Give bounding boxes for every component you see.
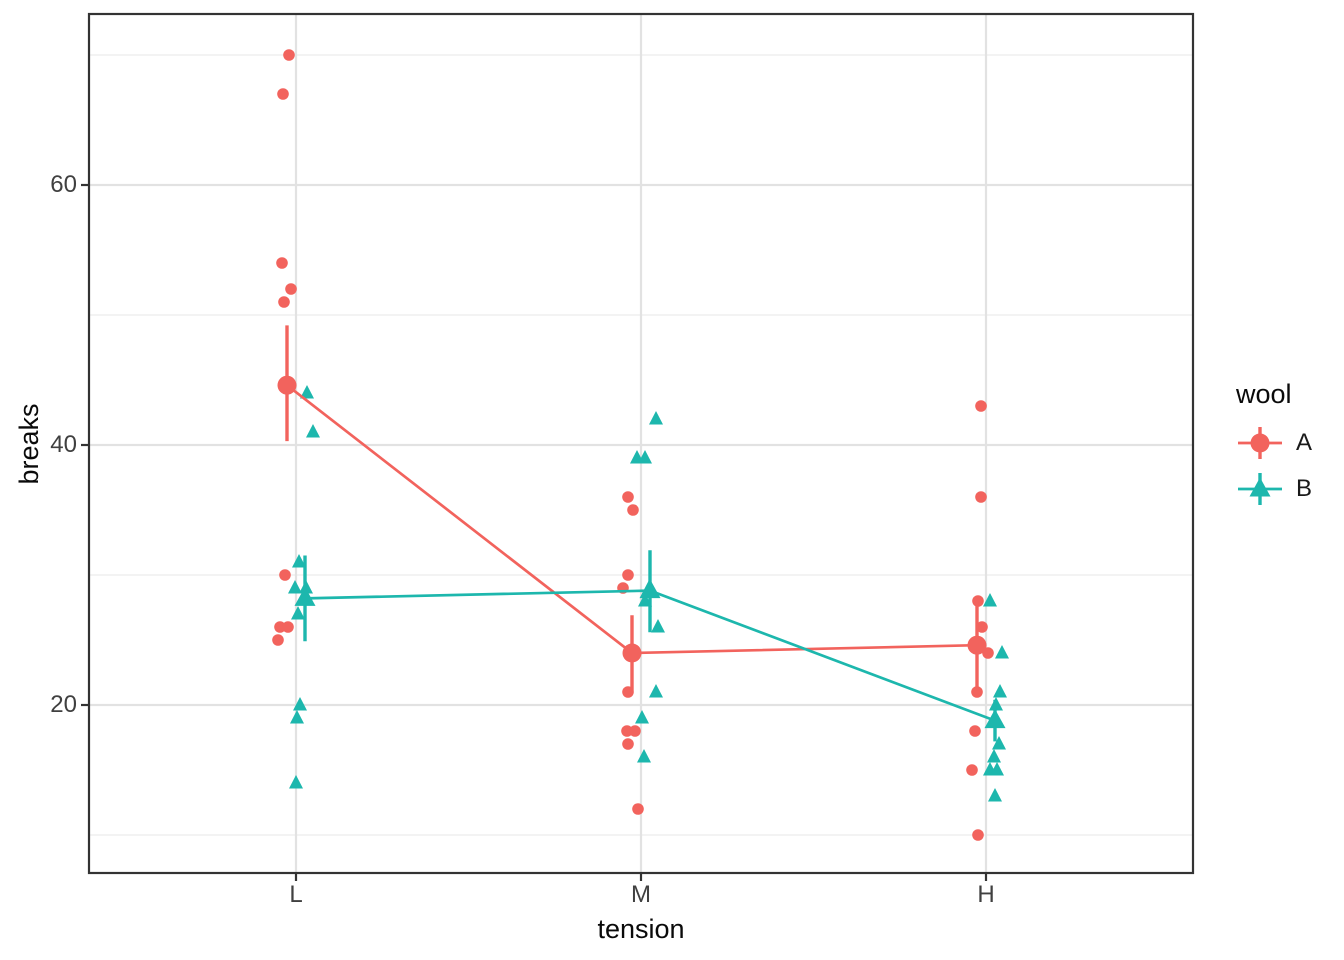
legend-item-b: B <box>1236 466 1312 512</box>
legend-label: B <box>1296 475 1313 502</box>
series-A-jitter-points <box>272 49 994 841</box>
y-axis-title: breaks <box>14 403 44 485</box>
x-axis-tick-label: L <box>289 881 303 908</box>
legend: wool A B <box>1236 378 1312 512</box>
y-axis-tick-label: 40 <box>50 431 77 458</box>
circle-marker-icon <box>1236 423 1284 463</box>
series-A-mean-line <box>286 384 978 655</box>
axis-ticks <box>81 183 988 881</box>
panel-border <box>87 12 1195 875</box>
series-B-jitter-points <box>288 385 1009 802</box>
y-axis-tick-label: 20 <box>50 691 77 718</box>
legend-title: wool <box>1236 379 1292 409</box>
y-axis-tick-label: 60 <box>50 171 77 198</box>
x-axis-tick-label: M <box>631 881 651 908</box>
series-A-pointrange <box>277 325 987 691</box>
legend-label: A <box>1296 429 1313 456</box>
x-axis-tick-label: H <box>977 881 995 908</box>
legend-item-a: A <box>1236 420 1312 466</box>
grid-major <box>89 14 1193 873</box>
triangle-marker-icon <box>1236 469 1284 509</box>
x-axis-title: tension <box>597 914 685 944</box>
series-B-pointrange <box>294 550 1006 742</box>
